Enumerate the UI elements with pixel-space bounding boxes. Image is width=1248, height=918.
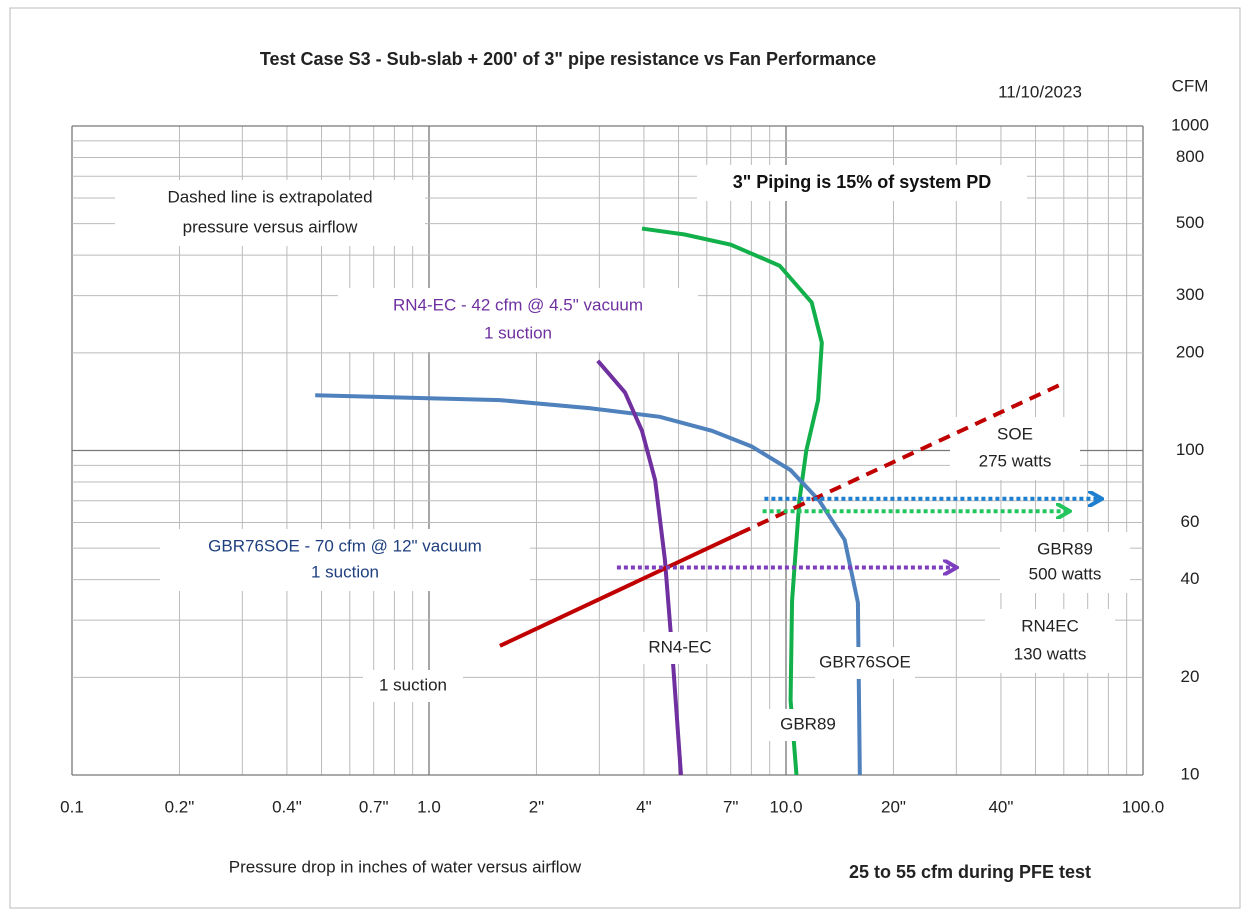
y-tick-label: 20 [1181, 667, 1200, 686]
annotation-box [338, 288, 698, 352]
x-axis-label: Pressure drop in inches of water versus … [229, 857, 582, 876]
y-axis-label: CFM [1172, 76, 1209, 95]
y-tick-label: 1000 [1171, 115, 1209, 134]
annotation-box [115, 180, 425, 246]
annotation: 1 suction [311, 562, 379, 581]
x-tick-label: 0.1 [60, 797, 84, 816]
annotation-box [1000, 532, 1130, 593]
x-tick-label: 40" [988, 797, 1013, 816]
series-label-box [815, 647, 915, 679]
x-tick-label: 1.0 [417, 797, 441, 816]
y-tick-label: 800 [1176, 147, 1204, 166]
annotation: 275 watts [979, 451, 1052, 470]
annotation: 1 suction [484, 323, 552, 342]
x-tick-label: 2" [529, 797, 545, 816]
series-label-box [363, 670, 463, 702]
annotation: 500 watts [1029, 564, 1102, 583]
note: 25 to 55 cfm during PFE test [849, 862, 1091, 882]
series-label-box [758, 709, 858, 741]
y-tick-label: 200 [1176, 342, 1204, 361]
series-line [641, 226, 824, 776]
annotation-box [950, 417, 1080, 480]
annotation-box [160, 529, 530, 591]
annotation: GBR76SOE - 70 cfm @ 12" vacuum [208, 536, 482, 555]
annotation: 3" Piping is 15% of system PD [733, 172, 992, 192]
y-tick-label: 500 [1176, 213, 1204, 232]
annotation: GBR89 [1037, 539, 1093, 558]
x-tick-label: 7" [723, 797, 739, 816]
y-tick-label: 300 [1176, 285, 1204, 304]
annotation: Dashed line is extrapolated [167, 187, 372, 206]
series-line [315, 393, 862, 776]
annotation: RN4EC [1021, 616, 1079, 635]
series-label: RN4-EC [648, 637, 711, 656]
y-tick-label: 40 [1181, 569, 1200, 588]
x-tick-label: 20" [881, 797, 906, 816]
annotation: RN4-EC - 42 cfm @ 4.5" vacuum [393, 295, 643, 314]
y-tick-label: 60 [1181, 512, 1200, 531]
series-label: GBR89 [780, 714, 836, 733]
x-tick-label: 100.0 [1122, 797, 1165, 816]
y-tick-label: 10 [1181, 764, 1200, 783]
series-label: GBR76SOE [819, 652, 911, 671]
series-label-box [630, 632, 730, 664]
series-line [499, 531, 741, 648]
annotation-box [985, 609, 1115, 673]
x-tick-label: 10.0 [769, 797, 802, 816]
x-tick-label: 0.7" [359, 797, 389, 816]
x-tick-label: 0.4" [272, 797, 302, 816]
annotation: pressure versus airflow [183, 217, 359, 236]
annotation-box [697, 165, 1027, 201]
x-tick-label: 4" [636, 797, 652, 816]
annotation: 130 watts [1014, 644, 1087, 663]
date: 11/10/2023 [998, 82, 1082, 101]
chart-title: Test Case S3 - Sub-slab + 200' of 3" pip… [260, 49, 876, 69]
y-tick-label: 100 [1176, 440, 1204, 459]
series-label: 1 suction [379, 675, 447, 694]
x-tick-label: 0.2" [165, 797, 195, 816]
annotation: SOE [997, 424, 1033, 443]
